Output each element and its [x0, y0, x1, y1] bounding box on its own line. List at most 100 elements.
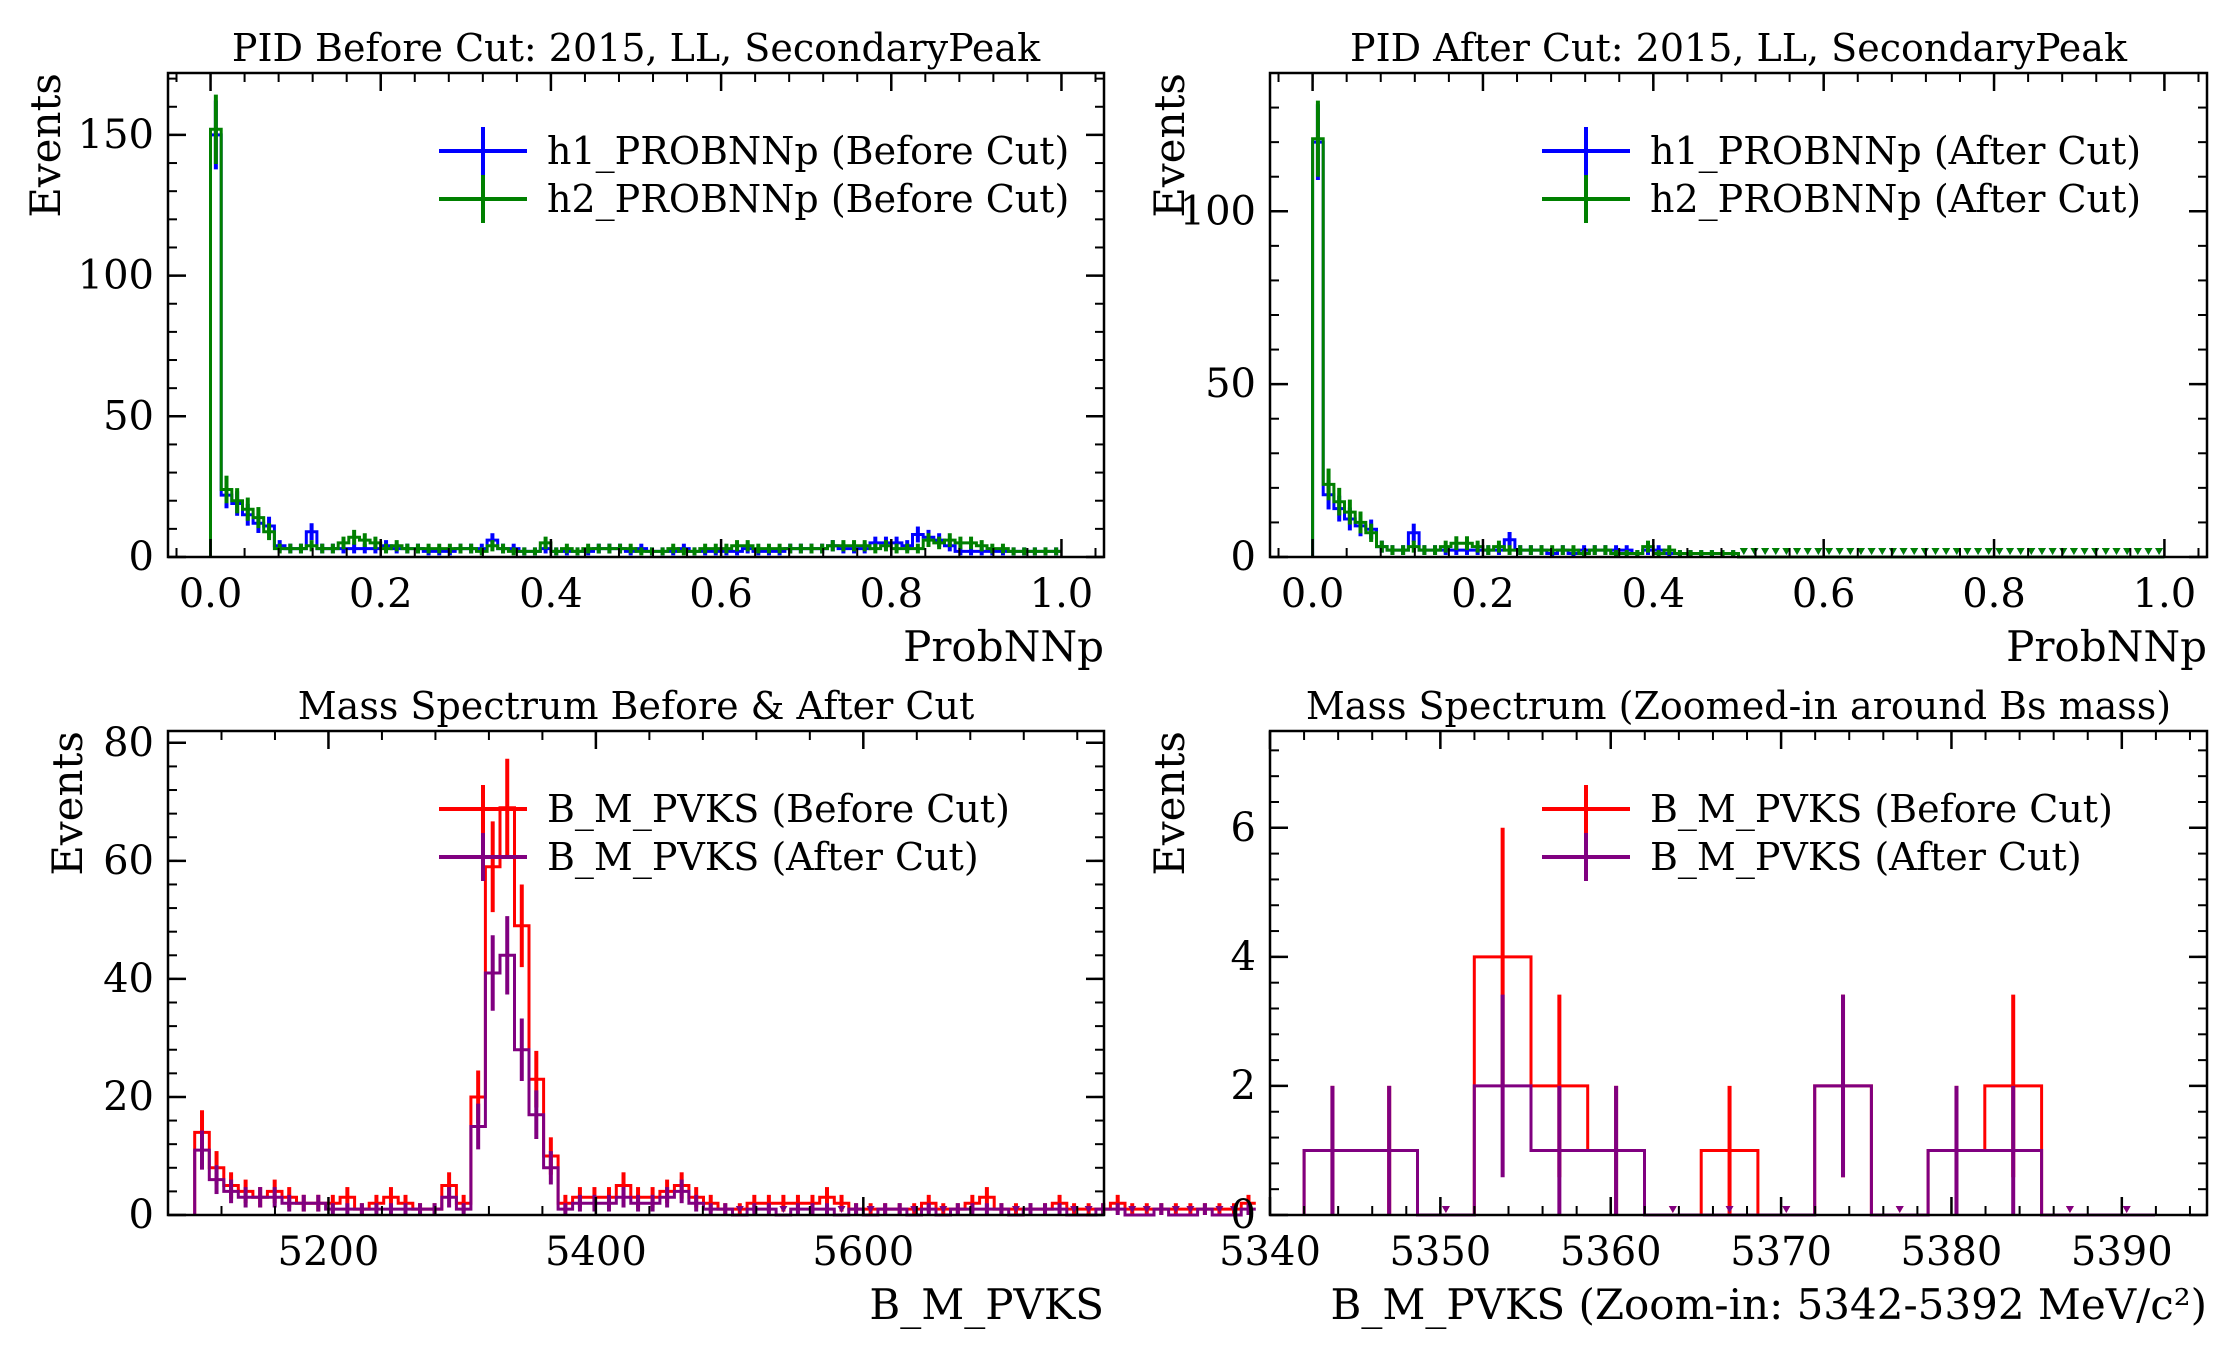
plot-frame	[166, 729, 1106, 1217]
zero-marker	[2144, 548, 2153, 555]
x-tick-label: 5350	[1389, 1229, 1491, 1275]
legend-entry: h2_PROBNNp (Before Cut)	[547, 177, 1069, 222]
y-tick-label: 50	[103, 393, 154, 439]
zero-marker	[1984, 548, 1993, 555]
zero-marker	[2069, 548, 2078, 555]
legend: B_M_PVKS (Before Cut)B_M_PVKS (After Cut…	[1542, 785, 2113, 881]
chart-title: PID After Cut: 2015, LL, SecondaryPeak	[1350, 26, 2128, 70]
x-tick-label: 0.2	[1451, 571, 1515, 617]
legend-entry: B_M_PVKS (After Cut)	[1650, 835, 2082, 880]
zero-marker	[1910, 548, 1919, 555]
zero-marker	[1011, 1206, 1020, 1213]
zero-marker	[2155, 548, 2164, 555]
zero-marker	[1725, 1206, 1734, 1213]
x-axis-label: ProbNNp	[903, 622, 1104, 671]
x-tick-label: 0.4	[519, 571, 583, 617]
x-tick-label: 0.8	[1962, 571, 2026, 617]
legend-entry: h1_PROBNNp (After Cut)	[1650, 129, 2141, 174]
y-tick-label: 50	[1205, 361, 1256, 407]
y-tick-label: 100	[78, 253, 154, 299]
zero-marker	[1931, 548, 1940, 555]
y-axis-label: Events	[21, 73, 70, 218]
legend-entry: h2_PROBNNp (After Cut)	[1650, 177, 2141, 222]
zero-marker	[1803, 548, 1812, 555]
x-tick-label: 5360	[1560, 1229, 1662, 1275]
zero-marker	[1761, 548, 1770, 555]
zero-marker	[2016, 548, 2025, 555]
zero-marker	[939, 1206, 948, 1213]
zero-marker	[1846, 548, 1855, 555]
series-step-1	[193, 953, 1256, 1217]
zero-marker	[1974, 548, 1983, 555]
y-tick-label: 80	[103, 720, 154, 766]
x-tick-label: 0.2	[349, 571, 413, 617]
series-errorbars-1	[213, 94, 1059, 556]
series-errorbars-0	[1330, 827, 2131, 1215]
zero-marker	[866, 1206, 875, 1213]
x-tick-label: 5370	[1730, 1229, 1832, 1275]
zero-marker	[1899, 548, 1908, 555]
legend: h1_PROBNNp (Before Cut)h2_PROBNNp (Befor…	[439, 127, 1069, 223]
legend-entry: B_M_PVKS (Before Cut)	[547, 787, 1010, 832]
x-axis-label: B_M_PVKS	[869, 1280, 1104, 1329]
zero-marker	[2133, 548, 2142, 555]
x-tick-label: 5380	[1901, 1229, 2003, 1275]
x-axis: 5340 5350 5360 5370 5380 5390	[1219, 731, 2191, 1275]
zero-marker	[1814, 548, 1823, 555]
y-axis: 0 50 100	[1180, 72, 2207, 580]
zero-marker	[1952, 548, 1961, 555]
legend-entry: B_M_PVKS (After Cut)	[547, 835, 979, 880]
x-tick-label: 0.0	[1281, 571, 1345, 617]
zero-marker	[779, 1206, 788, 1213]
zero-marker	[2059, 548, 2068, 555]
y-tick-label: 40	[103, 956, 154, 1002]
zero-marker	[1835, 548, 1844, 555]
series-errorbars-1	[1315, 100, 2164, 557]
zero-marker	[1186, 1206, 1195, 1213]
x-axis-label: ProbNNp	[2006, 622, 2207, 671]
x-tick-label: 5600	[812, 1229, 914, 1275]
y-tick-label: 20	[103, 1074, 154, 1120]
zero-marker	[735, 1206, 744, 1213]
zero-marker	[1825, 548, 1834, 555]
x-tick-label: 1.0	[2133, 571, 2197, 617]
x-tick-label: 1.0	[1030, 571, 1094, 617]
zero-marker	[1895, 1206, 1904, 1213]
zero-marker	[1084, 1206, 1093, 1213]
zero-marker	[1171, 1206, 1180, 1213]
zero-marker	[1229, 1206, 1238, 1213]
zero-marker	[2048, 548, 2057, 555]
y-tick-label: 0	[129, 1192, 154, 1238]
zero-marker	[1942, 548, 1951, 555]
legend-entry: B_M_PVKS (Before Cut)	[1650, 787, 2113, 832]
zero-marker	[1128, 1206, 1137, 1213]
zero-marker	[1739, 548, 1748, 555]
y-axis-label: Events	[1145, 73, 1194, 218]
zero-marker	[2122, 1206, 2131, 1213]
zero-marker	[1771, 548, 1780, 555]
legend: h1_PROBNNp (After Cut)h2_PROBNNp (After …	[1542, 127, 2141, 223]
y-tick-label: 4	[1231, 934, 1256, 980]
zero-marker	[2123, 548, 2132, 555]
panel-pid-after-cut: 0.0 0.2 0.4 0.6 0.8 1.0 0 50 100 PID After Cut: 2…	[1145, 26, 2209, 671]
y-tick-label: 0	[129, 534, 154, 580]
zero-marker	[1856, 548, 1865, 555]
chart-title: PID Before Cut: 2015, LL, SecondaryPeak	[232, 26, 1041, 70]
zero-marker	[2112, 548, 2121, 555]
x-axis: 5200 5400 5600	[167, 731, 1079, 1275]
zero-marker	[1793, 548, 1802, 555]
x-tick-label: 5200	[278, 1229, 380, 1275]
zero-marker	[1441, 1206, 1450, 1213]
zero-marker	[2065, 1206, 2074, 1213]
y-tick-label: 2	[1231, 1063, 1256, 1109]
zero-marker	[1750, 548, 1759, 555]
zero-marker	[2101, 548, 2110, 555]
zero-marker	[1867, 548, 1876, 555]
y-tick-label: 6	[1231, 805, 1256, 851]
series-errorbars-1	[200, 916, 1251, 1215]
chart-title: Mass Spectrum Before & After Cut	[298, 684, 974, 728]
zero-marker	[1215, 1206, 1224, 1213]
x-tick-label: 0.8	[859, 571, 923, 617]
zero-marker	[1878, 548, 1887, 555]
